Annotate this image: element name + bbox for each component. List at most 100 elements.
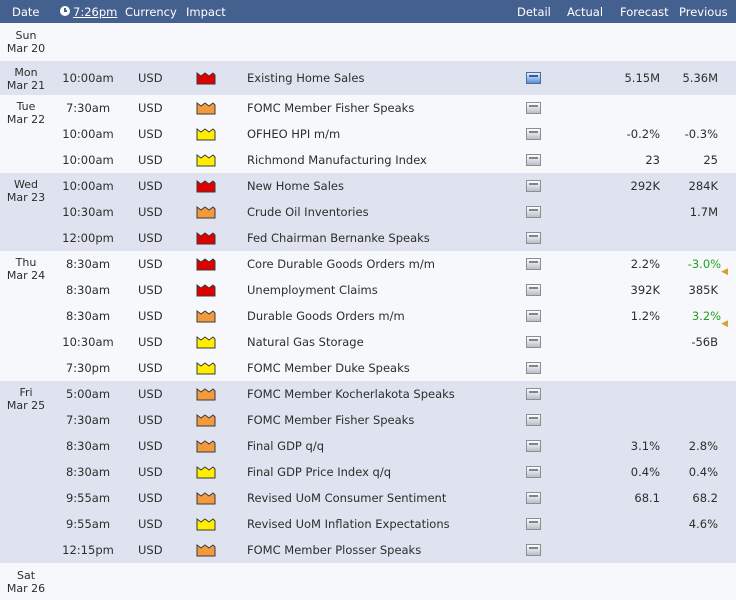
event-row: 9:55am USD Revised UoM Inflation Expectati… <box>0 511 736 537</box>
detail-icon[interactable] <box>526 492 541 504</box>
day-label: Sun Mar 20 <box>0 29 52 55</box>
medium-impact-icon <box>196 387 216 401</box>
detail-icon[interactable] <box>526 388 541 400</box>
table-header: Date 7:26pm Currency Impact Detail Actua… <box>0 0 736 23</box>
event-name[interactable]: FOMC Member Fisher Speaks <box>247 101 415 115</box>
detail-icon[interactable] <box>526 440 541 452</box>
event-previous: 0.4% <box>688 465 718 479</box>
detail-icon[interactable] <box>526 466 541 478</box>
low-impact-icon <box>196 465 216 479</box>
detail-icon[interactable] <box>526 414 541 426</box>
medium-impact-icon <box>196 101 216 115</box>
detail-icon[interactable] <box>526 310 541 322</box>
event-previous: 25 <box>703 153 718 167</box>
revised-previous-value: -3.0% <box>687 257 722 271</box>
event-name[interactable]: Durable Goods Orders m/m <box>247 309 405 323</box>
detail-icon[interactable] <box>526 72 541 84</box>
event-name[interactable]: Revised UoM Inflation Expectations <box>247 517 450 531</box>
medium-impact-icon <box>196 491 216 505</box>
day-group: Thu Mar 24 8:30am USD Core Durable Goods Ord… <box>0 251 736 381</box>
event-time: 8:30am <box>65 257 111 271</box>
event-name[interactable]: Final GDP Price Index q/q <box>247 465 392 479</box>
event-name[interactable]: Natural Gas Storage <box>247 335 364 349</box>
event-currency: USD <box>138 205 163 219</box>
event-forecast: 3.1% <box>630 439 660 453</box>
event-name[interactable]: FOMC Member Plosser Speaks <box>247 543 422 557</box>
medium-impact-icon <box>196 439 216 453</box>
event-row: 7:30am USD FOMC Member Fisher Speaks <box>0 407 736 433</box>
detail-icon[interactable] <box>526 284 541 296</box>
event-previous: 385K <box>688 283 719 297</box>
event-time: 10:00am <box>62 179 114 193</box>
event-row: 12:00pm USD Fed Chairman Bernanke Speaks <box>0 225 736 251</box>
event-name[interactable]: Richmond Manufacturing Index <box>247 153 427 167</box>
high-impact-icon <box>196 283 216 297</box>
event-time: 8:30am <box>65 465 111 479</box>
detail-icon[interactable] <box>526 518 541 530</box>
header-detail: Detail <box>517 5 551 19</box>
detail-icon[interactable] <box>526 102 541 114</box>
event-currency: USD <box>138 543 163 557</box>
event-row: 7:30am USD FOMC Member Fisher Speaks <box>0 95 736 121</box>
event-name[interactable]: New Home Sales <box>247 179 344 193</box>
event-previous: 1.7M <box>689 205 718 219</box>
detail-icon[interactable] <box>526 544 541 556</box>
detail-icon[interactable] <box>526 180 541 192</box>
detail-icon[interactable] <box>526 258 541 270</box>
event-row: 8:30am USD Core Durable Goods Orders m/m 2.… <box>0 251 736 277</box>
event-previous: 2.8% <box>688 439 718 453</box>
detail-icon[interactable] <box>526 362 541 374</box>
event-name[interactable]: Unemployment Claims <box>247 283 378 297</box>
event-name[interactable]: FOMC Member Fisher Speaks <box>247 413 415 427</box>
detail-icon[interactable] <box>526 128 541 140</box>
day-weekday: Mon <box>14 66 38 79</box>
event-forecast: 23 <box>645 153 660 167</box>
day-label: Fri Mar 25 <box>0 386 52 412</box>
day-group: Sun Mar 20 <box>0 23 736 61</box>
event-forecast: 392K <box>630 283 661 297</box>
event-name[interactable]: Core Durable Goods Orders m/m <box>247 257 435 271</box>
event-name[interactable]: FOMC Member Duke Speaks <box>247 361 410 375</box>
event-name[interactable]: Final GDP q/q <box>247 439 324 453</box>
event-name[interactable]: Existing Home Sales <box>247 71 365 85</box>
event-name[interactable]: Crude Oil Inventories <box>247 205 369 219</box>
event-previous: -56B <box>691 335 718 349</box>
medium-impact-icon <box>196 309 216 323</box>
header-impact: Impact <box>186 5 226 19</box>
detail-icon[interactable] <box>526 206 541 218</box>
detail-icon[interactable] <box>526 336 541 348</box>
event-time: 10:00am <box>62 153 114 167</box>
header-forecast: Forecast <box>620 5 669 19</box>
low-impact-icon <box>196 517 216 531</box>
event-time: 9:55am <box>65 517 111 531</box>
high-impact-icon <box>196 231 216 245</box>
header-date: Date <box>12 5 40 19</box>
low-impact-icon <box>196 361 216 375</box>
event-row: 9:55am USD Revised UoM Consumer Sentiment 6… <box>0 485 736 511</box>
event-name[interactable]: OFHEO HPI m/m <box>247 127 341 141</box>
day-weekday: Fri <box>19 386 33 399</box>
medium-impact-icon <box>196 543 216 557</box>
event-name[interactable]: FOMC Member Kocherlakota Speaks <box>247 387 455 401</box>
event-time: 8:30am <box>65 439 111 453</box>
event-time: 8:30am <box>65 283 111 297</box>
detail-icon[interactable] <box>526 154 541 166</box>
low-impact-icon <box>196 153 216 167</box>
event-time: 12:15pm <box>62 543 114 557</box>
event-row: 10:30am USD Crude Oil Inventories 1.7M <box>0 199 736 225</box>
day-weekday: Thu <box>15 256 37 269</box>
event-row: 10:00am USD OFHEO HPI m/m -0.2% -0.3% <box>0 121 736 147</box>
event-previous: 3.2%◀ <box>668 309 728 329</box>
event-previous: 5.36M <box>682 71 718 85</box>
event-name[interactable]: Fed Chairman Bernanke Speaks <box>247 231 430 245</box>
day-group: Tue Mar 22 7:30am USD FOMC Member Fisher Spe… <box>0 95 736 173</box>
event-time: 7:30pm <box>65 361 111 375</box>
revised-previous-value: 3.2% <box>691 309 722 323</box>
event-forecast: 2.2% <box>630 257 660 271</box>
header-time-link[interactable]: 7:26pm <box>73 5 118 19</box>
day-date: Mar 23 <box>6 191 46 204</box>
event-name[interactable]: Revised UoM Consumer Sentiment <box>247 491 447 505</box>
detail-icon[interactable] <box>526 232 541 244</box>
event-row: 8:30am USD Final GDP Price Index q/q 0.4% 0.… <box>0 459 736 485</box>
event-currency: USD <box>138 101 163 115</box>
